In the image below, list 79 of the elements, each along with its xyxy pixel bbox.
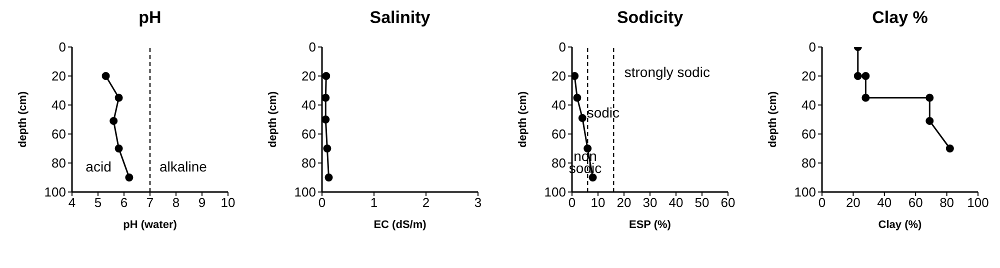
- y-tick-label: 40: [552, 98, 566, 113]
- x-tick-label: 6: [120, 195, 128, 210]
- y-tick-label: 80: [52, 156, 66, 171]
- y-tick-label: 100: [294, 184, 316, 200]
- x-axis-title: Clay (%): [878, 218, 922, 231]
- point: [588, 174, 597, 182]
- point: [573, 94, 582, 102]
- x-tick-label: 100: [967, 195, 989, 210]
- x-tick-label: 7: [146, 195, 154, 210]
- point: [572, 72, 579, 80]
- y-axis-title: depth (cm): [516, 91, 529, 148]
- y-tick-label: 40: [302, 98, 316, 113]
- x-tick-label: 50: [694, 195, 710, 210]
- y-axis-title: depth (cm): [766, 91, 779, 148]
- point: [110, 116, 118, 125]
- y-tick-label: 0: [308, 40, 316, 55]
- y-tick-label: 100: [544, 184, 566, 200]
- point: [926, 116, 934, 125]
- y-tick-label: 20: [302, 68, 316, 84]
- annotation: acid: [86, 158, 112, 174]
- annotation: alkaline: [159, 158, 208, 174]
- point: [862, 72, 870, 80]
- point: [926, 94, 934, 102]
- chart-title: Salinity: [368, 8, 432, 28]
- point: [946, 144, 954, 152]
- x-tick-label: 4: [68, 195, 76, 210]
- y-tick-label: 20: [552, 68, 566, 84]
- chart-title: pH: [138, 8, 162, 28]
- x-axis-title: pH (water): [123, 218, 178, 231]
- y-tick-label: 60: [52, 126, 66, 142]
- chart-title: Sodicity: [616, 8, 684, 28]
- y-tick-label: 0: [808, 40, 816, 55]
- x-tick-label: 1: [370, 195, 378, 210]
- x-axis-title: ESP (%): [629, 218, 672, 231]
- y-tick-label: 60: [552, 126, 566, 142]
- x-axis-title: EC (dS/m): [374, 218, 427, 231]
- x-tick-label: 0: [568, 195, 576, 210]
- x-tick-label: 60: [720, 195, 736, 210]
- x-tick-label: 2: [422, 195, 430, 210]
- chart-title: Clay %: [871, 8, 929, 28]
- annotation: strongly sodic: [624, 64, 710, 80]
- y-axis-title: depth (cm): [266, 91, 279, 148]
- point: [854, 72, 862, 80]
- x-tick-label: 9: [198, 195, 206, 210]
- point: [114, 94, 123, 102]
- y-tick-label: 40: [802, 98, 816, 113]
- y-tick-label: 60: [802, 126, 816, 142]
- x-tick-label: 5: [94, 195, 102, 210]
- x-tick-label: 10: [590, 195, 606, 210]
- annotation: sodic: [586, 104, 620, 120]
- x-tick-label: 3: [474, 195, 482, 210]
- x-tick-label: 8: [172, 195, 180, 210]
- x-tick-label: 60: [908, 195, 923, 210]
- point: [102, 72, 110, 80]
- y-tick-label: 100: [44, 184, 66, 200]
- y-tick-label: 80: [552, 156, 566, 171]
- y-tick-label: 20: [802, 68, 816, 84]
- x-tick-label: 0: [818, 195, 826, 210]
- y-tick-label: 40: [52, 98, 66, 113]
- y-tick-label: 20: [52, 68, 66, 84]
- x-tick-label: 0: [318, 195, 326, 210]
- point: [862, 94, 870, 102]
- y-tick-label: 80: [302, 156, 316, 171]
- point: [578, 114, 586, 122]
- x-tick-label: 20: [616, 195, 632, 210]
- x-tick-label: 30: [642, 195, 658, 210]
- x-tick-label: 10: [220, 195, 236, 210]
- x-tick-label: 40: [877, 195, 892, 210]
- y-tick-label: 60: [302, 126, 316, 142]
- y-axis-title: depth (cm): [16, 91, 29, 148]
- y-tick-label: 100: [794, 184, 816, 200]
- point: [125, 174, 134, 182]
- y-tick-label: 0: [558, 40, 566, 55]
- x-tick-label: 40: [668, 195, 684, 210]
- point: [114, 144, 123, 152]
- y-tick-label: 0: [58, 40, 66, 55]
- x-tick-label: 80: [940, 195, 954, 210]
- x-tick-label: 20: [846, 195, 860, 210]
- y-tick-label: 80: [802, 156, 816, 171]
